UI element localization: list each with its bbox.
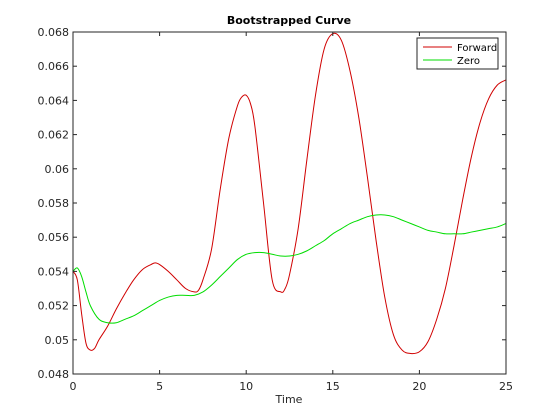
series-layer bbox=[72, 32, 507, 355]
series-line-forward bbox=[72, 32, 507, 355]
plot-area bbox=[73, 32, 506, 374]
y-tick-label: 0.052 bbox=[38, 300, 70, 313]
x-axis: 0 5 10 15 20 25 bbox=[70, 32, 513, 393]
y-tick-label: 0.058 bbox=[38, 197, 70, 210]
y-tick-label: 0.05 bbox=[45, 334, 70, 347]
y-tick-label: 0.048 bbox=[38, 368, 70, 381]
y-tick-label: 0.056 bbox=[38, 231, 70, 244]
y-tick-label: 0.054 bbox=[38, 265, 70, 278]
y-tick-label: 0.064 bbox=[38, 94, 70, 107]
x-tick-label: 0 bbox=[70, 380, 77, 393]
legend-label-forward: Forward bbox=[457, 43, 497, 54]
x-axis-label: Time bbox=[275, 393, 303, 406]
legend-label-zero: Zero bbox=[457, 56, 480, 67]
chart-title: Bootstrapped Curve bbox=[227, 14, 351, 27]
legend-box bbox=[416, 37, 499, 70]
x-tick-label: 20 bbox=[412, 380, 426, 393]
x-tick-label: 10 bbox=[239, 380, 253, 393]
series-line-zero bbox=[72, 214, 507, 324]
x-tick-label: 15 bbox=[326, 380, 340, 393]
y-tick-label: 0.068 bbox=[38, 26, 70, 39]
y-tick-label: 0.062 bbox=[38, 129, 70, 142]
legend: Forward Zero bbox=[416, 37, 499, 70]
x-tick-label: 5 bbox=[156, 380, 163, 393]
y-tick-label: 0.066 bbox=[38, 60, 70, 73]
y-tick-label: 0.06 bbox=[45, 163, 70, 176]
y-axis: 0.048 0.05 0.052 0.054 0.056 0.058 0.06 0.062 0.… bbox=[38, 26, 506, 381]
x-tick-label: 25 bbox=[499, 380, 513, 393]
